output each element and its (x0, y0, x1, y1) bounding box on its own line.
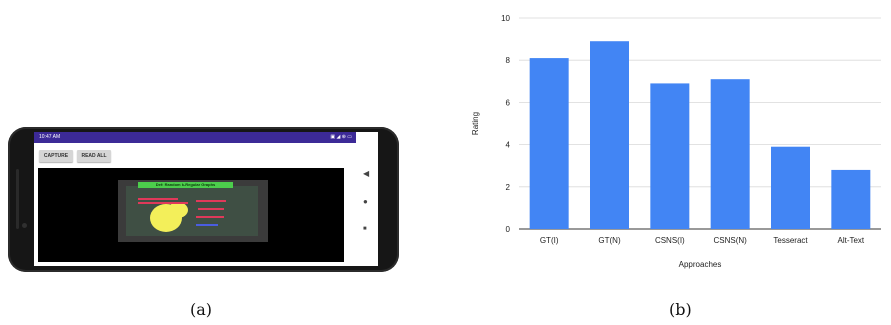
status-bar: 10:47 AM ▣ ◢ ⊛ ▭ (34, 132, 356, 143)
home-icon[interactable]: ● (363, 197, 368, 206)
y-tick-label: 10 (501, 14, 510, 23)
x-tick-labels: GT(I) GT(N) CSNS(I) CSNS(N) Tesseract Alt-Tex… (540, 236, 865, 245)
capture-button[interactable]: CAPTURE (39, 150, 73, 162)
y-tick-label: 6 (506, 98, 511, 107)
read-all-button[interactable]: READ ALL (77, 150, 111, 162)
bar-alt-text (831, 169, 871, 229)
phone-screenshot: 10:47 AM ▣ ◢ ⊛ ▭ CAPTURE READ ALL (8, 127, 399, 272)
bar-gt-n (590, 41, 629, 230)
back-icon[interactable]: ◀ (363, 169, 370, 178)
slide-content-drawing (138, 198, 226, 232)
status-time: 10:47 AM (39, 134, 61, 140)
bar-gt-i (529, 58, 569, 230)
x-tick-label: Tesseract (773, 236, 808, 245)
bar-tesseract (771, 146, 810, 229)
bar-chart: 0 2 4 6 8 10 GT(I) GT(N) CSNS(I) CSNS(N) Tesserac… (471, 14, 881, 269)
x-tick-label: GT(I) (540, 236, 559, 245)
y-tick-label: 2 (506, 183, 511, 192)
x-tick-label: GT(N) (598, 236, 621, 245)
y-tick-labels: 0 2 4 6 8 10 (501, 14, 510, 234)
bar-csns-n (710, 79, 750, 229)
x-axis-title: Approaches (679, 260, 722, 269)
phone-speaker (16, 169, 19, 229)
bar-csns-i (650, 83, 690, 229)
captured-slide-image: Def: Random k-Regular Graphs (118, 180, 268, 242)
y-axis-title: Rating (471, 112, 480, 135)
recents-icon[interactable]: ■ (363, 226, 367, 232)
phone-screen: 10:47 AM ▣ ◢ ⊛ ▭ CAPTURE READ ALL (34, 132, 378, 266)
y-tick-label: 4 (506, 141, 511, 150)
y-tick-label: 8 (506, 56, 511, 65)
phone-camera-dot (22, 223, 27, 228)
x-tick-label: CSNS(I) (655, 236, 685, 245)
slide-title: Def: Random k-Regular Graphs (138, 182, 233, 188)
status-icons: ▣ ◢ ⊛ ▭ (330, 134, 352, 140)
navigation-bar: ◀ ● ■ (356, 132, 378, 266)
y-tick-label: 0 (506, 225, 511, 234)
camera-preview: Def: Random k-Regular Graphs (38, 168, 344, 262)
caption-b: (b) (669, 300, 692, 319)
x-tick-label: Alt-Text (837, 236, 864, 245)
slide-board (126, 186, 258, 236)
gridlines (519, 17, 881, 230)
caption-a: (a) (190, 300, 213, 319)
x-tick-label: CSNS(N) (713, 236, 747, 245)
bars (529, 41, 871, 230)
